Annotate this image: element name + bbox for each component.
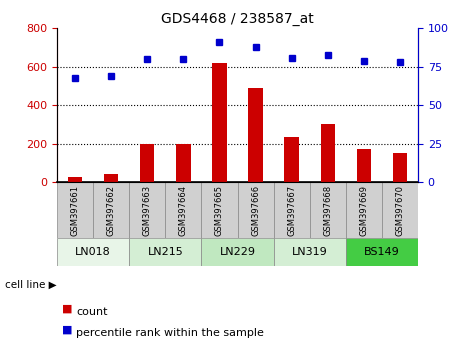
Text: LN215: LN215 (147, 247, 183, 257)
FancyBboxPatch shape (57, 182, 93, 238)
Text: cell line ▶: cell line ▶ (5, 280, 57, 290)
FancyBboxPatch shape (310, 182, 346, 238)
Text: LN018: LN018 (75, 247, 111, 257)
Text: GSM397664: GSM397664 (179, 185, 188, 236)
Bar (104, 174, 118, 182)
Text: GSM397666: GSM397666 (251, 185, 260, 236)
Text: LN229: LN229 (219, 247, 256, 257)
Text: GSM397661: GSM397661 (71, 185, 79, 236)
FancyBboxPatch shape (238, 182, 274, 238)
Bar (248, 88, 263, 182)
Bar (140, 144, 154, 182)
FancyBboxPatch shape (382, 182, 418, 238)
FancyBboxPatch shape (274, 182, 310, 238)
Text: LN319: LN319 (292, 247, 328, 257)
Text: GSM397667: GSM397667 (287, 185, 296, 236)
FancyBboxPatch shape (129, 238, 201, 266)
FancyBboxPatch shape (93, 182, 129, 238)
Text: GSM397668: GSM397668 (323, 185, 332, 236)
Bar (393, 153, 407, 182)
Bar (321, 124, 335, 182)
Text: count: count (76, 307, 107, 316)
Text: GSM397670: GSM397670 (396, 185, 404, 236)
Title: GDS4468 / 238587_at: GDS4468 / 238587_at (161, 12, 314, 26)
Text: percentile rank within the sample: percentile rank within the sample (76, 328, 264, 338)
FancyBboxPatch shape (129, 182, 165, 238)
FancyBboxPatch shape (201, 238, 274, 266)
Bar (176, 144, 190, 182)
Bar (68, 177, 82, 182)
FancyBboxPatch shape (57, 238, 129, 266)
FancyBboxPatch shape (346, 238, 418, 266)
Bar (357, 149, 371, 182)
Text: ■: ■ (62, 325, 72, 335)
Text: ■: ■ (62, 303, 72, 314)
FancyBboxPatch shape (165, 182, 201, 238)
Text: GSM397669: GSM397669 (360, 185, 368, 236)
FancyBboxPatch shape (346, 182, 382, 238)
FancyBboxPatch shape (201, 182, 238, 238)
Text: GSM397662: GSM397662 (107, 185, 115, 236)
Text: GSM397663: GSM397663 (143, 185, 152, 236)
Bar (285, 137, 299, 182)
FancyBboxPatch shape (274, 238, 346, 266)
Text: GSM397665: GSM397665 (215, 185, 224, 236)
Bar (212, 63, 227, 182)
Text: BS149: BS149 (364, 247, 400, 257)
